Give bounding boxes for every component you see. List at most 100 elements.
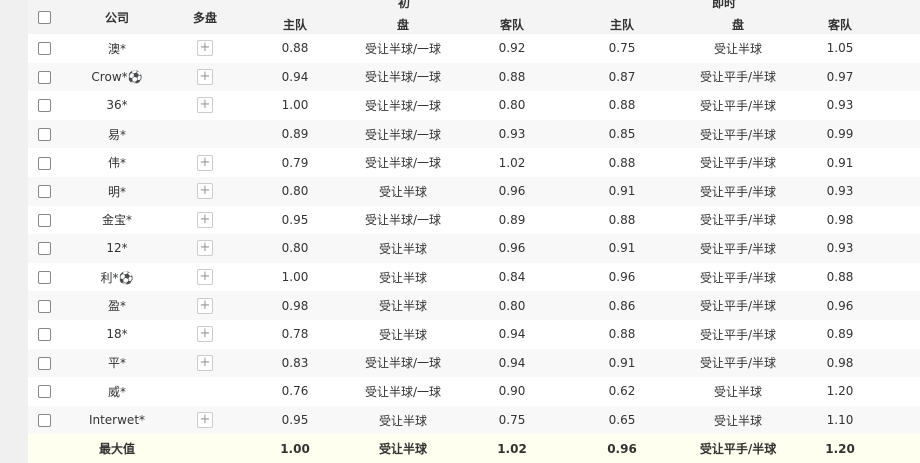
max-value-row: 最大值 1.00 受让半球 1.02 0.96 受让平手/半球 1.20 xyxy=(28,434,920,463)
live-line: 受让平手/半球 xyxy=(699,184,777,199)
company-name: Interwet* xyxy=(88,413,146,428)
initial-away-odds: 0.89 xyxy=(498,212,526,227)
live-home-odds: 0.88 xyxy=(608,327,636,342)
company-name: Crow*⚽ xyxy=(91,69,143,84)
row-checkbox[interactable] xyxy=(37,213,51,227)
live-away-odds: 0.98 xyxy=(826,355,854,370)
live-home-odds: 0.88 xyxy=(608,155,636,170)
initial-line: 受让半球/一球 xyxy=(364,70,442,85)
live-home-odds: 0.85 xyxy=(608,127,636,142)
live-line-header: 盘 xyxy=(732,18,745,32)
live-away-odds: 0.96 xyxy=(826,298,854,313)
odds-table-panel: 公司 多盘 初 即时 主队 盘 客队 主队 盘 客队 澳* +0.88 受让半球/一… xyxy=(28,0,920,463)
company-name: 明* xyxy=(107,184,126,199)
row-checkbox[interactable] xyxy=(37,70,51,84)
live-line: 受让平手/半球 xyxy=(699,70,777,85)
max-label: 最大值 xyxy=(98,442,135,457)
company-header: 公司 xyxy=(104,10,129,25)
expand-plus-icon[interactable]: + xyxy=(197,412,213,429)
row-checkbox[interactable] xyxy=(37,299,51,313)
live-home-odds: 0.88 xyxy=(608,212,636,227)
live-away-odds: 0.93 xyxy=(826,184,854,199)
company-name: 易* xyxy=(107,127,126,142)
company-name: 18* xyxy=(106,327,128,342)
row-checkbox[interactable] xyxy=(37,385,51,399)
live-home-odds: 0.96 xyxy=(608,270,636,285)
initial-line: 受让半球/一球 xyxy=(364,356,442,371)
initial-home-odds: 0.89 xyxy=(281,127,309,142)
initial-home-odds: 0.88 xyxy=(281,41,309,56)
initial-home-odds: 1.00 xyxy=(281,98,309,113)
initial-line: 受让半球/一球 xyxy=(364,127,442,142)
row-checkbox[interactable] xyxy=(37,128,51,142)
initial-group-header: 初 xyxy=(398,0,411,10)
row-checkbox[interactable] xyxy=(37,414,51,428)
expand-plus-icon[interactable]: + xyxy=(197,211,213,228)
table-row: 易* 0.89 受让半球/一球 0.93 0.85 受让平手/半球 0.99 xyxy=(28,119,920,149)
expand-plus-icon[interactable]: + xyxy=(197,40,213,57)
row-checkbox[interactable] xyxy=(37,271,51,285)
expand-plus-icon[interactable]: + xyxy=(197,97,213,114)
initial-line: 受让半球 xyxy=(378,270,427,285)
initial-line-header: 盘 xyxy=(396,18,409,32)
live-line: 受让平手/半球 xyxy=(699,241,777,256)
table-row: 利*⚽ +1.00 受让半球 0.84 0.96 受让平手/半球 0.88 xyxy=(28,263,920,292)
initial-away-odds: 0.75 xyxy=(498,413,526,428)
initial-line: 受让半球/一球 xyxy=(364,41,442,56)
expand-plus-icon[interactable]: + xyxy=(197,154,213,171)
initial-away-odds: 0.80 xyxy=(498,298,526,313)
initial-away-odds: 0.92 xyxy=(498,41,526,56)
live-line: 受让平手/半球 xyxy=(699,356,777,371)
initial-line: 受让半球/一球 xyxy=(364,98,442,113)
table-row: 伟* +0.79 受让半球/一球 1.02 0.88 受让平手/半球 0.91 xyxy=(28,148,920,177)
initial-away-odds: 0.93 xyxy=(498,127,526,142)
expand-plus-icon[interactable]: + xyxy=(197,68,213,85)
table-row: 金宝* +0.95 受让半球/一球 0.89 0.88 受让平手/半球 0.98 xyxy=(28,206,920,235)
table-row: Crow*⚽ +0.94 受让半球/一球 0.88 0.87 受让平手/半球 0.97 xyxy=(28,62,920,92)
table-row: 盈* +0.98 受让半球 0.80 0.86 受让平手/半球 0.96 xyxy=(28,291,920,320)
initial-home-odds: 0.94 xyxy=(281,69,309,84)
row-checkbox[interactable] xyxy=(37,99,51,113)
expand-plus-icon[interactable]: + xyxy=(197,354,213,371)
live-away-odds: 0.97 xyxy=(826,69,854,84)
initial-home-odds: 0.95 xyxy=(281,413,309,428)
live-home-odds: 0.86 xyxy=(608,298,636,313)
max-live-home-odds: 0.96 xyxy=(607,441,637,456)
table-row: 明* +0.80 受让半球 0.96 0.91 受让平手/半球 0.93 xyxy=(28,176,920,206)
company-name: 平* xyxy=(107,356,126,371)
row-checkbox[interactable] xyxy=(37,156,51,170)
live-home-odds: 0.91 xyxy=(608,241,636,256)
initial-line: 受让半球 xyxy=(378,299,427,314)
expand-plus-icon[interactable]: + xyxy=(197,297,213,314)
live-away-odds: 0.99 xyxy=(826,127,854,142)
table-row: 36* +1.00 受让半球/一球 0.80 0.88 受让平手/半球 0.93 xyxy=(28,91,920,120)
live-home-odds: 0.75 xyxy=(608,41,636,56)
company-name: 威* xyxy=(107,384,126,399)
initial-home-odds: 0.95 xyxy=(281,212,309,227)
initial-home-odds: 0.76 xyxy=(281,384,309,399)
row-checkbox[interactable] xyxy=(37,242,51,256)
company-name: 澳* xyxy=(107,41,126,56)
initial-line: 受让半球/一球 xyxy=(364,213,442,228)
live-line: 受让平手/半球 xyxy=(699,156,777,171)
expand-plus-icon[interactable]: + xyxy=(197,326,213,343)
row-checkbox[interactable] xyxy=(37,42,51,56)
expand-plus-icon[interactable]: + xyxy=(197,183,213,200)
row-checkbox[interactable] xyxy=(37,356,51,370)
odds-table: 公司 多盘 初 即时 主队 盘 客队 主队 盘 客队 澳* +0.88 受让半球/一… xyxy=(28,0,920,463)
initial-away-odds: 0.80 xyxy=(498,98,526,113)
live-line: 受让平手/半球 xyxy=(699,98,777,113)
select-all-checkbox[interactable] xyxy=(37,11,51,24)
initial-home-odds: 0.83 xyxy=(281,355,309,370)
initial-away-odds: 0.84 xyxy=(498,270,526,285)
row-checkbox[interactable] xyxy=(37,185,51,199)
multi-header: 多盘 xyxy=(192,10,217,25)
expand-plus-icon[interactable]: + xyxy=(197,269,213,286)
expand-plus-icon[interactable]: + xyxy=(197,240,213,257)
company-name: 金宝* xyxy=(101,213,132,228)
row-checkbox[interactable] xyxy=(37,328,51,342)
table-row: 12* +0.80 受让半球 0.96 0.91 受让平手/半球 0.93 xyxy=(28,234,920,263)
live-line: 受让半球 xyxy=(714,413,763,428)
initial-away-odds: 1.02 xyxy=(498,155,526,170)
company-name: 36* xyxy=(106,98,128,113)
